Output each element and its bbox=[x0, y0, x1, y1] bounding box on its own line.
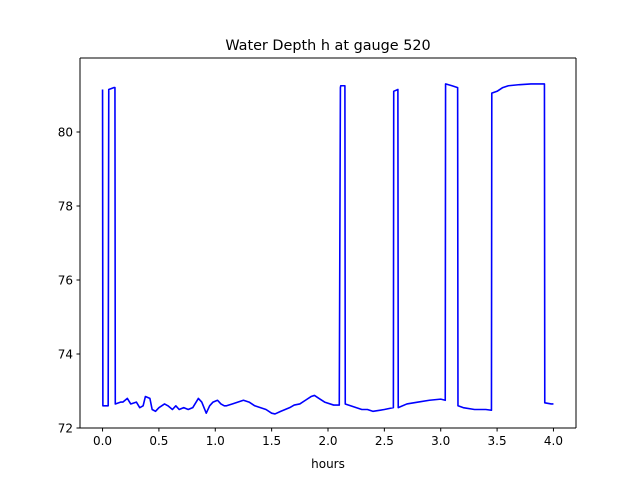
series-layer bbox=[101, 83, 554, 415]
chart-title: Water Depth h at gauge 520 bbox=[225, 38, 430, 54]
y-tick-label: 80 bbox=[58, 125, 73, 139]
plot-frame bbox=[80, 58, 576, 428]
series-line-0 bbox=[101, 83, 554, 415]
x-tick-label: 1.5 bbox=[262, 434, 281, 448]
axes-frame bbox=[79, 57, 577, 429]
x-axis-ticks: 0.0 0.5 1.0 1.5 2.0 2.5 3.0 3.5 4.0 bbox=[93, 428, 563, 448]
x-tick-label: 0.5 bbox=[149, 434, 168, 448]
x-tick-label: 3.0 bbox=[431, 434, 450, 448]
y-tick-label: 78 bbox=[58, 199, 73, 213]
x-tick-label: 2.0 bbox=[318, 434, 337, 448]
y-axis-ticks: 72 74 76 78 80 bbox=[58, 125, 80, 435]
y-tick-label: 74 bbox=[58, 347, 73, 361]
x-tick-label: 1.0 bbox=[206, 434, 225, 448]
x-tick-label: 3.5 bbox=[488, 434, 507, 448]
x-tick-label: 0.0 bbox=[93, 434, 112, 448]
x-tick-label: 2.5 bbox=[375, 434, 394, 448]
x-axis-label: hours bbox=[311, 457, 345, 471]
y-tick-label: 76 bbox=[58, 273, 73, 287]
x-tick-label: 4.0 bbox=[544, 434, 563, 448]
plot-area: 0.0 0.5 1.0 1.5 2.0 2.5 3.0 3.5 4.0 72 74 76 78 80 bbox=[58, 57, 577, 448]
y-tick-label: 72 bbox=[58, 421, 73, 435]
